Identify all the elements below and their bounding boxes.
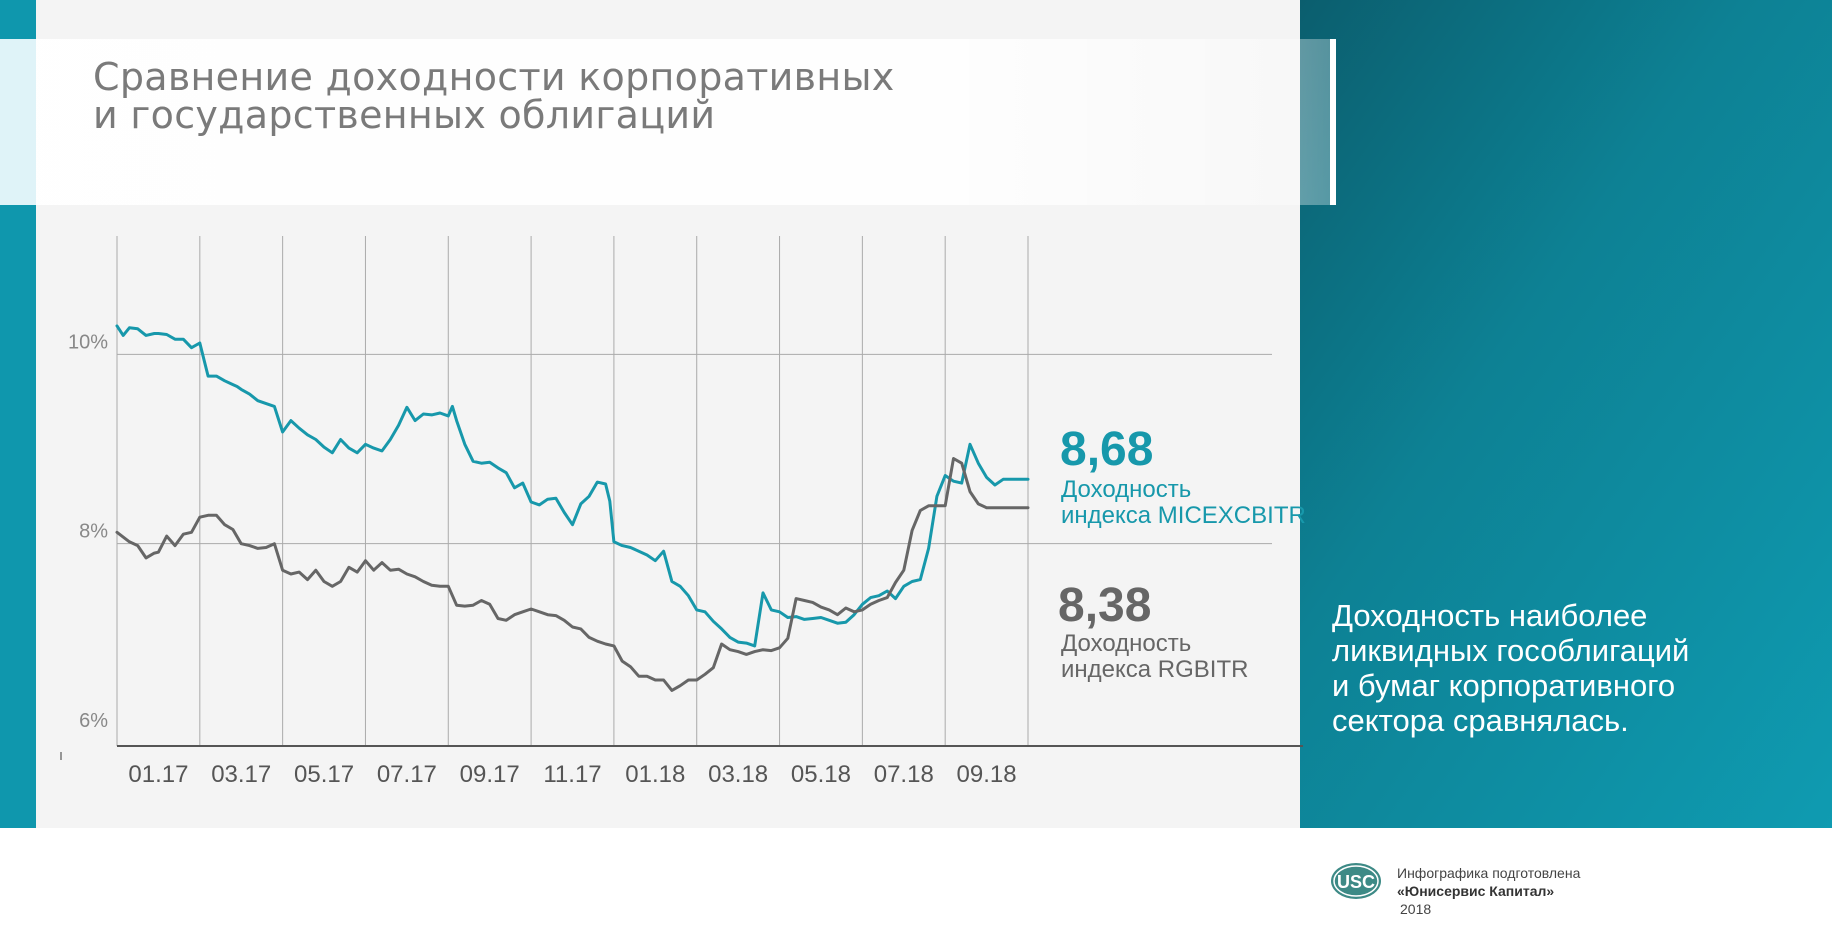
rgbi-value-label: 8,38: [1058, 579, 1152, 632]
x-tick-label: 01.17: [128, 761, 188, 788]
credit-text: Инфографика подготовлена «Юнисервис Капи…: [1397, 864, 1580, 918]
series-line-rgbitr: [115, 457, 1030, 692]
x-tick-label: 03.17: [211, 761, 271, 788]
x-tick-label: 09.17: [460, 761, 520, 788]
caption-line4: сектора сравнялась.: [1332, 703, 1629, 738]
rgbi-label-line1: Доходность: [1061, 630, 1192, 657]
x-tick-label: 09.18: [957, 761, 1017, 788]
chart-title-line2: и государственных облигаций: [93, 93, 716, 137]
rgbi-series-label: Доходность индекса RGBITR: [1061, 631, 1248, 683]
series-line-micexcbitr: [115, 324, 1030, 648]
x-tick-labels: 01.17 03.17 05.17 07.17 09.17 11.17 01.18 03.18…: [128, 761, 1016, 788]
x-tick-label: 01.18: [625, 761, 685, 788]
x-tick-label: 11.17: [543, 761, 601, 788]
micex-label-line2: индекса MICEXCBITR: [1061, 502, 1306, 529]
title-band: [36, 39, 1334, 205]
caption-line3: и бумаг корпоративного: [1332, 668, 1676, 703]
caption-line2: ликвидных гособлигаций: [1332, 633, 1690, 668]
credit-line2: «Юнисервис Капитал»: [1397, 883, 1555, 899]
title-band-edge: [1330, 39, 1336, 205]
horizontal-gridlines: [117, 353, 1272, 545]
y-tick-label: 6%: [79, 710, 108, 732]
vertical-gridlines: [116, 236, 1029, 746]
series-lines: [115, 324, 1030, 692]
rgbi-label-line2: индекса RGBITR: [1061, 656, 1249, 683]
x-tick-label: 05.17: [294, 761, 354, 788]
micex-label-line1: Доходность: [1061, 476, 1192, 503]
x-tick-label: 05.18: [791, 761, 851, 788]
x-tick-label: 07.18: [874, 761, 934, 788]
caption-text: Доходность наиболее ликвидных гособлигац…: [1332, 598, 1812, 738]
usc-logo-icon: USC: [1331, 863, 1381, 899]
chart-title: Сравнение доходности корпоративных и гос…: [93, 58, 895, 134]
micex-series-label: Доходность индекса MICEXCBITR: [1061, 477, 1306, 529]
x-tick-label: 07.17: [377, 761, 437, 788]
y-tick-label: 8%: [79, 521, 108, 543]
chart-title-line1: Сравнение доходности корпоративных: [93, 55, 895, 99]
caption-panel: [1300, 0, 1832, 828]
left-accent-light: [0, 39, 36, 205]
caption-line1: Доходность наиболее: [1332, 598, 1648, 633]
credit-line1: Инфографика подготовлена: [1397, 865, 1581, 881]
x-tick-label: 03.18: [708, 761, 768, 788]
credit-year: 2018: [1400, 901, 1432, 917]
y-tick-label: 10%: [68, 331, 108, 353]
micex-value-label: 8,68: [1060, 423, 1154, 476]
y-tick-labels: 10% 8% 6%: [68, 331, 108, 732]
left-accent-stripe: [0, 0, 36, 828]
logo-text: USC: [1337, 872, 1375, 892]
